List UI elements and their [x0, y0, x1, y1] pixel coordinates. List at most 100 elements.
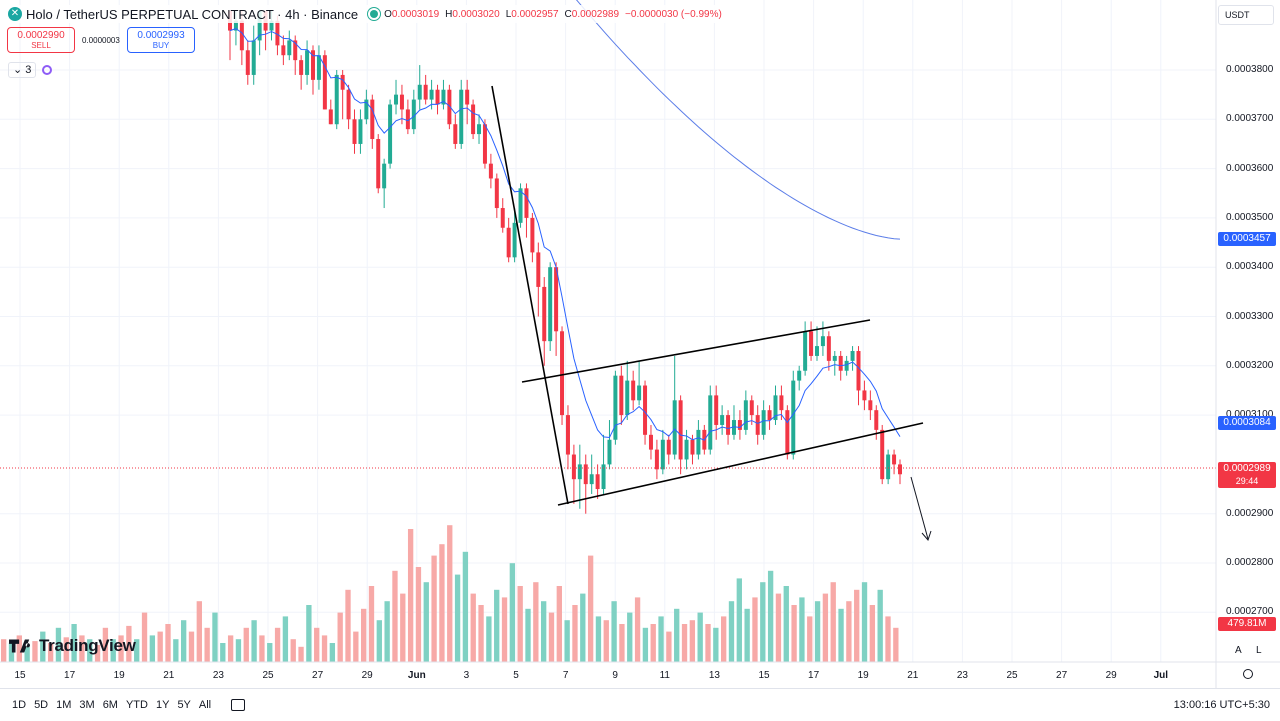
candle-body	[281, 45, 286, 56]
candle-body	[880, 429, 885, 480]
volume-bar	[681, 624, 688, 662]
candle-body	[358, 119, 363, 144]
candle	[441, 79, 446, 110]
currency-select[interactable]: USDT	[1218, 5, 1274, 25]
candle-body	[720, 415, 725, 425]
volume-bar	[329, 643, 336, 662]
volume-bar	[595, 616, 602, 662]
candle-body	[405, 109, 410, 130]
candle-body	[565, 415, 570, 455]
projection-arrow-head	[921, 530, 932, 541]
candle	[743, 390, 748, 435]
symbol-title[interactable]: Holo / TetherUS PERPETUAL CONTRACT · 4h …	[26, 6, 359, 22]
volume-bar	[454, 574, 461, 662]
timeframe-5y[interactable]: 5Y	[177, 699, 191, 711]
auto-scale-button[interactable]: A	[1235, 645, 1242, 656]
candle-body	[737, 420, 742, 430]
settings-gear-icon[interactable]	[1243, 669, 1253, 679]
candle	[880, 424, 885, 485]
tradingview-logo[interactable]: TradingView	[9, 636, 136, 656]
candle	[844, 355, 849, 376]
volume-bar	[822, 593, 829, 662]
time-tick-label: Jun	[407, 670, 426, 681]
sync-icon[interactable]	[42, 65, 53, 75]
candle-body	[245, 50, 250, 75]
timeframe-ytd[interactable]: YTD	[125, 699, 148, 711]
volume-bar	[400, 593, 406, 662]
candle-body	[536, 252, 541, 287]
time-tick-label: 27	[312, 670, 324, 681]
candle	[726, 410, 731, 445]
volume-bar	[415, 567, 422, 662]
candle-body	[435, 89, 440, 105]
timeframe-1d[interactable]: 1D	[12, 699, 27, 711]
time-tick-label: 15	[758, 670, 770, 681]
candle	[447, 84, 452, 130]
volume-bar	[141, 612, 148, 662]
volume-bar	[587, 555, 594, 662]
time-tick-label: 13	[708, 670, 720, 681]
candle-body	[494, 178, 499, 209]
candle-body	[441, 89, 446, 105]
candle-body	[311, 50, 316, 80]
candle-body	[299, 60, 304, 75]
candle	[660, 429, 665, 475]
candle	[453, 114, 458, 149]
timeframe-1y[interactable]: 1Y	[155, 699, 170, 711]
candle-body	[376, 139, 381, 189]
indicators-toggle[interactable]: ⌄ 3	[8, 62, 53, 78]
timeframe-3m[interactable]: 3M	[79, 699, 95, 711]
candle	[832, 351, 837, 376]
candle-body	[287, 40, 292, 56]
candle	[388, 99, 393, 169]
log-scale-button[interactable]: L	[1256, 645, 1262, 656]
channel-lower-line	[557, 422, 924, 506]
candle	[886, 449, 891, 485]
candle-body	[631, 380, 636, 401]
volume-bar	[181, 620, 187, 662]
candle	[370, 94, 375, 149]
candle	[666, 434, 671, 465]
candle-body	[696, 429, 701, 455]
candle-body	[832, 355, 837, 361]
candle-body	[589, 474, 594, 485]
volume-bar	[603, 620, 609, 662]
volume-bar	[361, 608, 367, 662]
volume-bar	[1, 639, 7, 662]
candle	[530, 212, 535, 263]
timeframe-buttons: 1D 5D 1M 3M 6M YTD 1Y 5Y All	[12, 699, 211, 711]
candle-body	[886, 454, 891, 480]
volume-bar	[854, 589, 860, 662]
buy-button[interactable]: 0.0002993 BUY	[127, 27, 195, 53]
timeframe-5d[interactable]: 5D	[34, 699, 49, 711]
price-tick-label: 0.0003100	[1226, 409, 1274, 421]
candle	[358, 109, 363, 154]
clock[interactable]: 13:00:16 UTC+5:30	[1173, 699, 1270, 711]
time-tick-label: 5	[513, 670, 519, 681]
volume-bar	[478, 605, 484, 662]
timeframe-1m[interactable]: 1M	[56, 699, 72, 711]
candle-body	[814, 346, 819, 356]
timeframe-6m[interactable]: 6M	[102, 699, 118, 711]
candle-body	[660, 439, 665, 470]
volume-bar	[791, 605, 797, 662]
candle	[459, 79, 464, 149]
candle-body	[868, 400, 873, 411]
candle-body	[648, 434, 653, 450]
candle-body	[625, 380, 630, 416]
price-chart[interactable]	[0, 0, 1280, 688]
sell-button[interactable]: 0.0002990 SELL	[7, 27, 75, 53]
candle	[376, 134, 381, 194]
calendar-icon[interactable]	[231, 699, 246, 711]
candle	[411, 89, 416, 135]
indicators-collapse-button[interactable]: ⌄ 3	[8, 62, 37, 78]
candle	[364, 89, 369, 125]
time-tick-label: 23	[956, 670, 968, 681]
volume-bar	[541, 601, 547, 662]
candle	[565, 405, 570, 470]
volume-bar	[47, 643, 54, 662]
volume-bar	[392, 570, 398, 662]
candle	[548, 262, 553, 352]
candle	[583, 454, 588, 514]
timeframe-all[interactable]: All	[198, 699, 212, 711]
